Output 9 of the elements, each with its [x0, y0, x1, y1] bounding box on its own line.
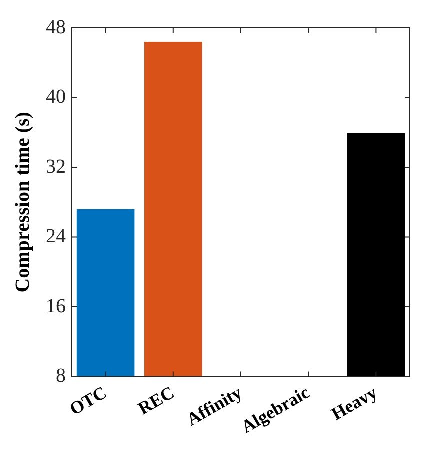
y-tick-label: 16 — [46, 295, 66, 318]
x-tick-label: OTC — [66, 382, 110, 420]
x-tick-label: REC — [134, 382, 178, 419]
y-tick-label: 24 — [46, 226, 66, 248]
y-tick-label: 32 — [46, 156, 66, 178]
y-tick-label: 40 — [46, 86, 66, 108]
y-tick-label: 8 — [56, 365, 66, 388]
y-tick-label: 48 — [46, 16, 66, 38]
y-axis-title: Compression time (s) — [12, 112, 34, 293]
